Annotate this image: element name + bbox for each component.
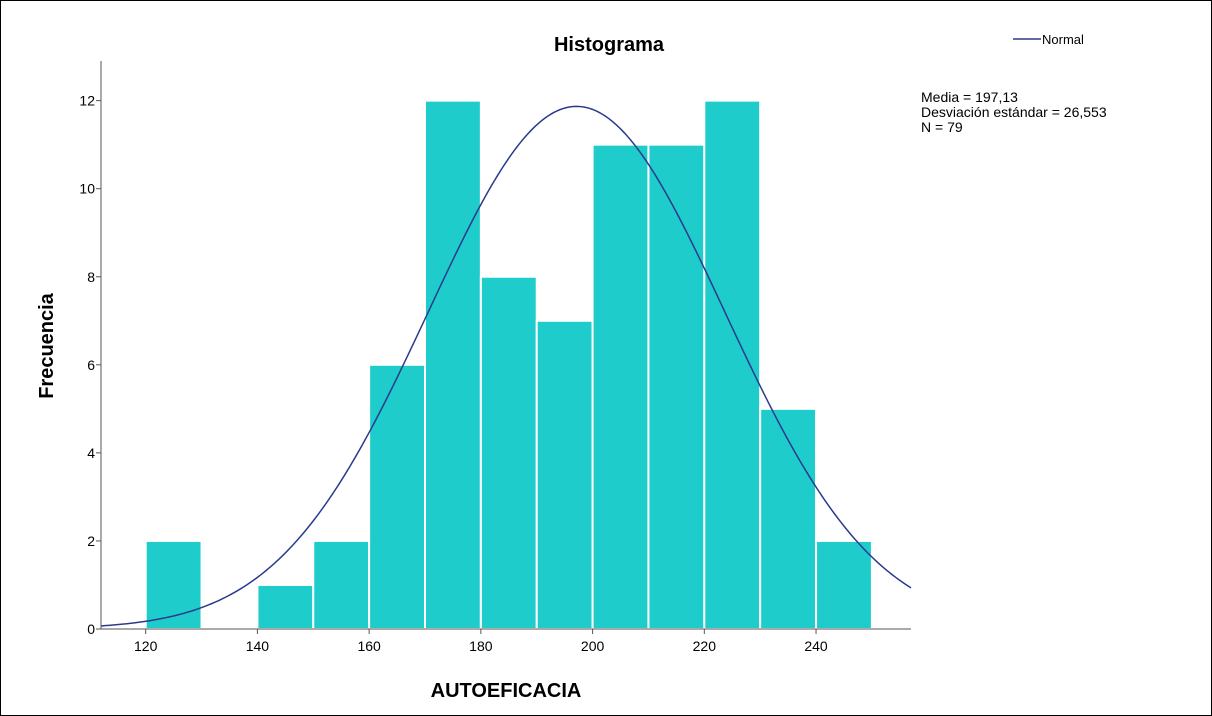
x-tick-label: 180	[469, 638, 493, 654]
histogram-bar-210-220	[647, 143, 706, 631]
histogram-bar-220-230	[703, 99, 762, 630]
x-tick-label: 220	[693, 638, 717, 654]
normal-curve-line	[100, 105, 912, 627]
histogram-bar-240-250	[815, 539, 873, 630]
legend-normal-label: Normal	[1042, 32, 1084, 47]
histogram-bar-200-210	[591, 143, 650, 631]
stat-mean: Media = 197,13	[921, 89, 1018, 105]
histogram-bar-230-240	[759, 407, 818, 631]
x-axis-title: AUTOEFICACIA	[431, 680, 582, 702]
histogram-bar-150-160	[312, 539, 371, 630]
y-tick-label: 10	[79, 181, 95, 197]
y-axis-title: Frecuencia	[36, 292, 58, 398]
y-tick-label: 0	[87, 621, 95, 637]
stats-box: Media = 197,13 Desviación estándar = 26,…	[921, 89, 1107, 135]
x-tick-label: 200	[581, 638, 605, 654]
y-tick-label: 2	[87, 533, 95, 549]
stat-n: N = 79	[921, 119, 963, 135]
histogram-bar-180-190	[479, 275, 538, 630]
y-tick-label: 8	[87, 269, 95, 285]
x-tick-label: 160	[357, 638, 381, 654]
histogram-bar-140-150	[256, 583, 315, 630]
axes: 0 2 4 6 8 10 12 120 140 160 180 200 220 240	[79, 61, 911, 654]
histogram-bar-190-200	[535, 319, 594, 630]
legend: Normal	[1013, 32, 1084, 47]
y-tick-label: 12	[79, 93, 95, 109]
y-tick-label: 6	[87, 357, 95, 373]
histogram-bars	[144, 99, 873, 631]
x-tick-label: 120	[134, 638, 158, 654]
stat-std-dev: Desviación estándar = 26,553	[921, 104, 1107, 120]
histogram-bar-160-170	[368, 363, 427, 630]
y-tick-label: 4	[87, 445, 95, 461]
x-tick-label: 140	[246, 638, 270, 654]
x-tick-label: 240	[804, 638, 828, 654]
chart-title: Histograma	[554, 34, 665, 56]
histogram-bar-170-180	[424, 99, 482, 630]
